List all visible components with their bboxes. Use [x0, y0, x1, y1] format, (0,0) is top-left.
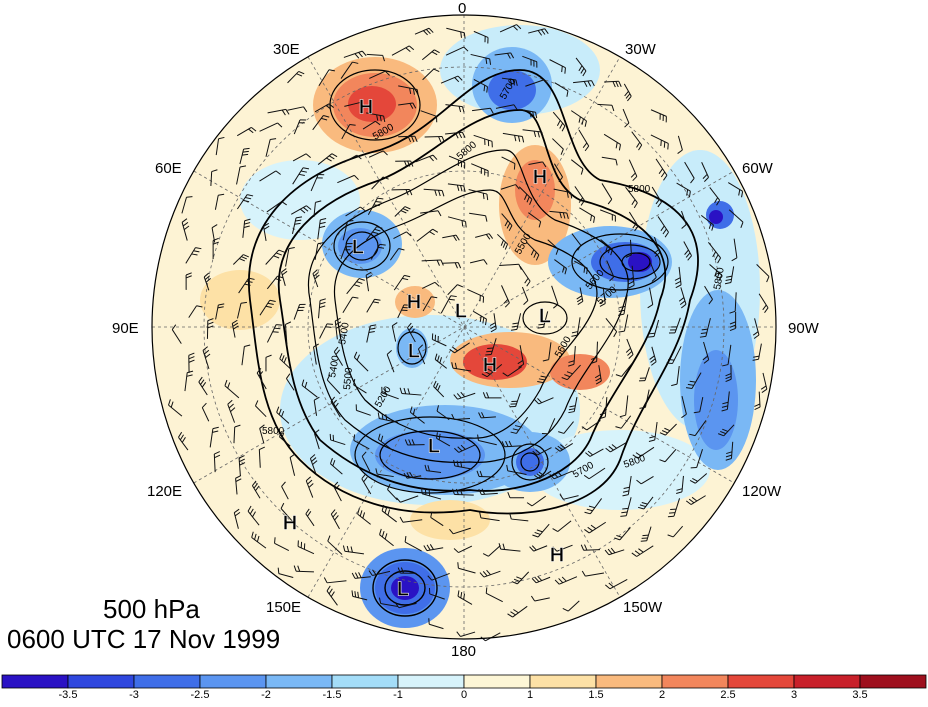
colorbar-tick-label: -3: [129, 689, 139, 701]
colorbar-tick-label: 1.5: [588, 689, 603, 701]
lon-label-90e: 90E: [112, 320, 139, 337]
wind-barb-flag: [514, 164, 515, 170]
colorbar-tick-label: 3: [791, 689, 797, 701]
colorbar-swatch: [464, 675, 530, 688]
high-pressure-center: H: [550, 544, 564, 566]
wind-barb-flag: [422, 488, 423, 494]
wind-barb-flag: [661, 140, 662, 146]
wind-barb-flag: [278, 568, 279, 574]
colorbar-tick-label: 3.5: [852, 689, 867, 701]
colorbar-swatch: [332, 675, 398, 688]
low-pressure-center: L: [455, 300, 467, 322]
colorbar-tick-label: -2.5: [191, 689, 210, 701]
low-pressure-center: L: [408, 340, 420, 362]
wind-barb-flag: [486, 587, 487, 593]
colorbar: [2, 675, 926, 688]
colorbar-tick-label: 1: [527, 689, 533, 701]
colorbar-swatch: [266, 675, 332, 688]
high-pressure-center: H: [407, 291, 421, 313]
high-pressure-center: H: [533, 166, 547, 188]
colorbar-tick-label: 2.5: [720, 689, 735, 701]
wind-barb-flag: [429, 490, 430, 496]
high-pressure-center: H: [283, 512, 297, 534]
lon-label-30w: 30W: [625, 41, 656, 58]
wind-barb: [443, 263, 459, 264]
colorbar-tick-label: -2: [261, 689, 271, 701]
lon-label-30e: 30E: [273, 41, 300, 58]
colorbar-swatch: [662, 675, 728, 688]
lon-label-0: 0: [458, 0, 466, 17]
contour-value-label: 5500: [342, 367, 355, 391]
wind-barb-flag: [326, 327, 332, 328]
level-label: 500 hPa: [103, 594, 200, 625]
wind-barb: [584, 550, 600, 551]
wind-barb-flag: [458, 562, 459, 568]
wind-barb-flag: [327, 324, 333, 325]
colorbar-swatch: [200, 675, 266, 688]
colorbar-swatch: [728, 675, 794, 688]
colorbar-swatch: [860, 675, 926, 688]
wind-barb-flag: [649, 333, 655, 334]
lon-label-60w: 60W: [742, 160, 773, 177]
lon-label-60e: 60E: [155, 160, 182, 177]
lon-label-150w: 150W: [623, 599, 662, 616]
wind-barb-flag: [620, 516, 626, 517]
wind-barb-flag: [664, 142, 665, 148]
low-pressure-center: L: [352, 236, 364, 258]
colorbar-swatch: [68, 675, 134, 688]
wind-barb: [398, 136, 415, 137]
wind-barb: [455, 495, 474, 496]
low-pressure-center: L: [539, 305, 551, 327]
wind-barb-flag: [186, 197, 192, 198]
lon-label-90w: 90W: [788, 320, 819, 337]
wind-barb-flag: [565, 68, 566, 74]
colorbar-tick-label: 0: [461, 689, 467, 701]
valid-time-label: 0600 UTC 17 Nov 1999: [7, 624, 280, 655]
contour-value-label: 5800: [262, 426, 285, 437]
lon-label-120w: 120W: [742, 483, 781, 500]
colorbar-tick-label: -3.5: [59, 689, 78, 701]
high-pressure-center: H: [359, 96, 373, 118]
wind-barb-flag: [276, 325, 282, 326]
lon-label-180: 180: [451, 643, 476, 660]
low-pressure-center: L: [428, 435, 440, 457]
colorbar-tick-label: -1.5: [323, 689, 342, 701]
wind-barb-flag: [462, 221, 463, 227]
wind-barb: [296, 571, 314, 572]
colorbar-swatch: [398, 675, 464, 688]
wind-barb-flag: [466, 221, 467, 227]
wind-barb-flag: [621, 512, 627, 513]
colorbar-swatch: [794, 675, 860, 688]
colorbar-swatch: [530, 675, 596, 688]
wind-barb-flag: [648, 336, 654, 337]
wind-barb-flag: [668, 360, 674, 361]
wind-barb-flag: [666, 363, 672, 364]
wind-barb-flag: [274, 328, 280, 329]
colorbar-swatch: [134, 675, 200, 688]
colorbar-swatch: [596, 675, 662, 688]
wind-barb-flag: [273, 332, 279, 333]
low-pressure-center: L: [397, 578, 409, 600]
wind-barb-flag: [622, 508, 628, 509]
wind-barb: [425, 136, 442, 137]
wind-barb-flag: [275, 537, 276, 543]
wind-barb-flag: [668, 143, 669, 149]
colorbar-swatch: [2, 675, 68, 688]
wind-barb-flag: [562, 66, 563, 72]
wind-barb-flag: [425, 489, 426, 495]
colorbar-tick-label: 2: [659, 689, 665, 701]
lon-label-150e: 150E: [266, 599, 301, 616]
high-pressure-center: H: [483, 354, 497, 376]
lon-label-120e: 120E: [147, 483, 182, 500]
contour-value-label: 5800: [628, 184, 651, 195]
colorbar-tick-label: -1: [393, 689, 403, 701]
wind-barb-flag: [538, 327, 544, 328]
